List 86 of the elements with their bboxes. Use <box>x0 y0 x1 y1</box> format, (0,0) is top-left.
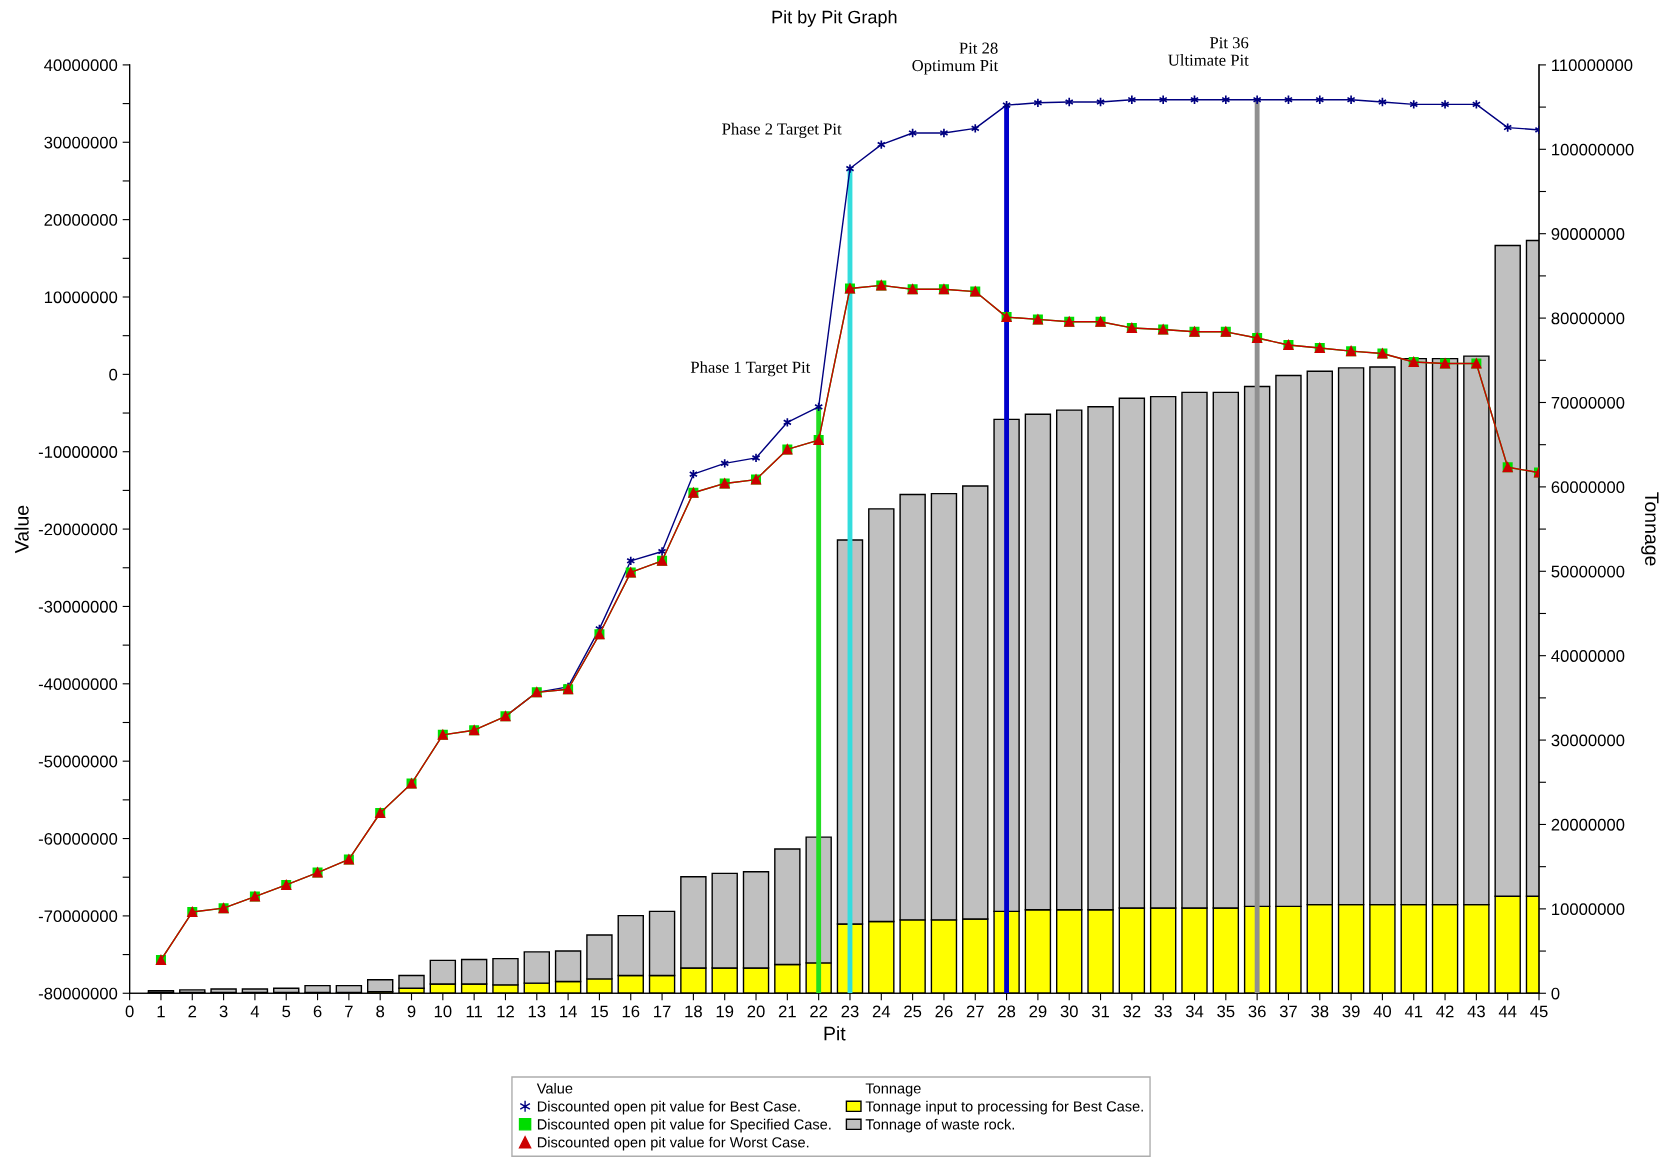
x-axis-title: Pit <box>824 1026 846 1041</box>
y-tick-label: 30000000 <box>44 136 118 149</box>
x-tick-label: 45 <box>1530 1005 1548 1018</box>
x-tick-label: 30 <box>1060 1005 1078 1018</box>
x-tick-label: 23 <box>841 1005 859 1018</box>
y-tick-label: -50000000 <box>38 755 118 768</box>
y-tick-label: 10000000 <box>44 291 118 304</box>
x-tick-label: 17 <box>654 1005 671 1018</box>
legend-label: Discounted open pit value for Specified Case. <box>537 1118 831 1133</box>
x-tick-label: 42 <box>1436 1005 1454 1018</box>
y-axis-title: Value <box>14 505 29 554</box>
x-tick-label: 25 <box>904 1005 922 1018</box>
x-tick-label: 4 <box>250 1005 260 1018</box>
x-tick-label: 26 <box>935 1005 953 1018</box>
y2-tick-label: 30000000 <box>1551 734 1625 747</box>
x-tick-label: 27 <box>966 1005 984 1018</box>
y-tick-label: -40000000 <box>38 678 118 691</box>
x-tick-label: 29 <box>1029 1005 1047 1018</box>
x-tick-label: 2 <box>188 1005 197 1018</box>
x-tick-label: 36 <box>1248 1005 1266 1018</box>
x-tick-label: 10 <box>434 1005 452 1018</box>
y2-tick-label: 80000000 <box>1551 312 1625 325</box>
y-tick-label: 40000000 <box>44 59 118 72</box>
x-tick-label: 31 <box>1091 1005 1109 1018</box>
y2-tick-label: 10000000 <box>1552 903 1625 916</box>
x-tick-label: 7 <box>345 1005 353 1018</box>
x-tick-label: 33 <box>1154 1005 1172 1018</box>
x-tick-label: 3 <box>219 1005 228 1018</box>
y-tick-label: -70000000 <box>38 910 118 923</box>
legend-label: Tonnage input to processing for Best Case. <box>865 1100 1143 1115</box>
y-tick-label: -10000000 <box>38 446 118 458</box>
x-tick-label: 44 <box>1498 1005 1517 1018</box>
x-tick-label: 24 <box>872 1005 891 1018</box>
x-tick-label: 18 <box>685 1005 702 1018</box>
legend-label: Tonnage of waste rock. <box>865 1118 1014 1133</box>
ref-line-label: Phase 1 Target Pit <box>690 361 811 377</box>
x-tick-label: 0 <box>125 1005 134 1018</box>
x-tick-label: 8 <box>376 1005 385 1018</box>
y2-tick-label: 70000000 <box>1551 396 1625 409</box>
x-tick-label: 1 <box>157 1005 165 1018</box>
x-tick-label: 16 <box>622 1005 640 1018</box>
x-tick-label: 35 <box>1217 1005 1235 1018</box>
x-tick-label: 37 <box>1279 1005 1297 1018</box>
x-tick-label: 39 <box>1342 1005 1360 1018</box>
x-tick-label: 14 <box>560 1005 577 1018</box>
x-tick-label: 34 <box>1185 1005 1204 1018</box>
x-tick-label: 41 <box>1404 1005 1423 1018</box>
x-tick-label: 20 <box>747 1005 765 1018</box>
x-tick-label: 28 <box>998 1005 1016 1018</box>
y2-axis-title: Tonnage <box>1641 492 1659 566</box>
x-tick-label: 6 <box>313 1005 322 1018</box>
x-tick-label: 15 <box>591 1005 608 1018</box>
y2-tick-label: 60000000 <box>1551 481 1625 494</box>
x-tick-label: 43 <box>1467 1005 1485 1018</box>
y2-tick-label: 90000000 <box>1551 228 1625 240</box>
x-tick-label: 22 <box>810 1005 828 1018</box>
legend-label: Discounted open pit value for Worst Case. <box>537 1136 809 1151</box>
x-tick-label: 11 <box>466 1005 482 1018</box>
ref-line-label: Phase 2 Target Pit <box>722 122 842 139</box>
y-tick-label: -20000000 <box>38 523 118 536</box>
ref-line-label: Pit 28 Optimum Pit <box>912 42 999 75</box>
y2-tick-label: 110000000 <box>1552 59 1633 72</box>
x-tick-label: 40 <box>1373 1005 1392 1018</box>
y2-tick-label: 0 <box>1551 987 1560 1000</box>
y2-tick-label: 50000000 <box>1551 565 1625 578</box>
x-tick-label: 5 <box>282 1005 291 1018</box>
y-tick-label: -80000000 <box>38 987 118 1000</box>
x-tick-label: 19 <box>716 1005 734 1018</box>
x-tick-label: 38 <box>1311 1005 1329 1018</box>
chart-title: Pit by Pit Graph <box>772 10 897 27</box>
x-tick-label: 13 <box>528 1005 546 1018</box>
text: Value <box>536 1082 573 1094</box>
y-tick-label: -30000000 <box>38 600 118 613</box>
text: Tonnage <box>865 1083 921 1097</box>
x-tick-label: 21 <box>778 1005 796 1018</box>
y-tick-label: -60000000 <box>38 832 118 845</box>
y2-tick-label: 20000000 <box>1551 818 1625 831</box>
legend-label: Discounted open pit value for Best Case. <box>537 1100 800 1115</box>
y2-tick-label: 40000000 <box>1551 650 1625 662</box>
x-tick-label: 32 <box>1123 1005 1141 1018</box>
x-tick-label: 9 <box>407 1005 416 1018</box>
y-tick-label: 0 <box>109 368 118 381</box>
ref-line-label: Pit 36 Ultimate Pit <box>1168 37 1249 66</box>
y2-tick-label: 100000000 <box>1552 143 1634 156</box>
y-tick-label: 20000000 <box>44 214 118 226</box>
x-tick-label: 12 <box>497 1005 514 1018</box>
